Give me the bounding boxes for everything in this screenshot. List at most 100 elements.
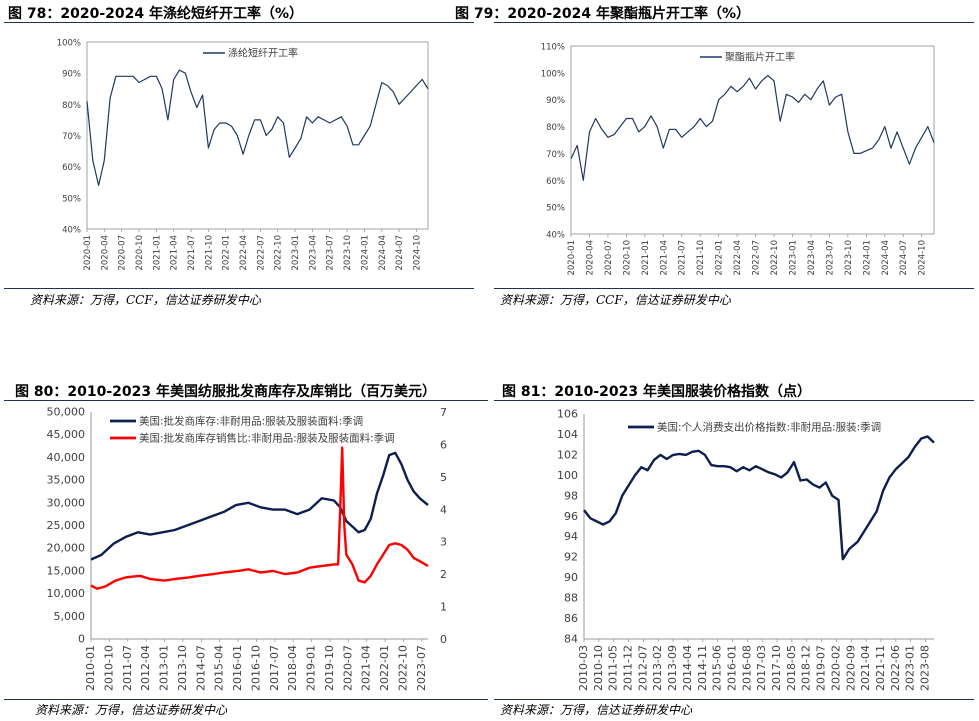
fig80-xtick-label: 2013-10	[176, 645, 189, 691]
fig79-xtick-label: 2024-10	[918, 240, 928, 276]
fig80-y2tick-label: 6	[440, 438, 447, 451]
fig81-xtick-label: 2020-02	[829, 645, 842, 691]
fig81-ytick-label: 88	[564, 592, 578, 605]
fig80-xtick-label: 2019-01	[305, 645, 318, 691]
fig80-xtick-label: 2016-10	[249, 645, 262, 691]
fig81-series-line-0	[583, 435, 935, 561]
fig80-xtick-label: 2011-07	[121, 645, 134, 691]
fig79-xtick-label: 2022-10	[770, 240, 780, 276]
fig79-xtick-label: 2023-04	[807, 240, 817, 276]
fig79-title: 图 79：2020-2024 年聚酯瓶片开工率（%）	[455, 6, 750, 22]
fig80-series-line-0	[90, 451, 429, 561]
fig81-plot: 84 86 88 90 92 94 96 98 100 102 104 106 2010-03 2010-…	[557, 408, 935, 691]
fig81-title-rule	[494, 400, 974, 401]
fig78-xtick-label: 2023-10	[343, 235, 353, 271]
fig81-xtick-label: 2018-12	[800, 645, 813, 691]
fig79-xtick-label: 2021-01	[641, 240, 651, 276]
fig79-ytick-label: 110%	[541, 43, 565, 53]
fig78-xtick-label: 2021-07	[187, 235, 197, 271]
fig79-title-rule	[494, 22, 974, 23]
fig81-source-rule	[494, 699, 974, 700]
fig78-ytick-label: 60%	[62, 163, 81, 173]
fig78-source-rule	[4, 288, 474, 289]
fig80-ytick-label: 0	[78, 633, 85, 646]
fig79-source-rule	[494, 288, 974, 289]
fig81-xtick-label: 2013-02	[651, 645, 664, 691]
fig79-series-line-0	[570, 74, 935, 181]
fig78-ytick-label: 100%	[57, 39, 81, 49]
fig80-ytick-label: 20,000	[47, 542, 86, 555]
fig78-xtick-label: 2024-01	[360, 235, 370, 271]
fig80-xtick-label: 2012-04	[139, 645, 152, 691]
fig80-xtick-label: 2018-04	[286, 645, 299, 691]
fig78-xtick-label: 2024-07	[395, 235, 405, 271]
fig81-xtick-label: 2016-08	[740, 645, 753, 691]
fig81-ytick-label: 104	[557, 428, 578, 441]
fig81-xtick-label: 2011-12	[622, 645, 635, 691]
fig78-legend-label-0: 涤纶短纤开工率	[228, 47, 298, 60]
fig81-ytick-label: 84	[564, 633, 578, 646]
fig78-xtick-label: 2020-07	[118, 235, 128, 271]
fig79-plot-frame	[570, 45, 935, 235]
fig78-title: 图 78：2020-2024 年涤纶短纤开工率（%）	[8, 6, 303, 22]
fig81-ytick-label: 86	[564, 612, 578, 625]
fig81-legend-label-0: 美国:个人消费支出价格指数:非耐用品:服装:季调	[657, 421, 881, 434]
fig80-xtick-label: 2023-07	[415, 645, 428, 691]
fig79-ytick-label: 100%	[541, 69, 565, 79]
fig79-xtick-label: 2023-10	[844, 240, 854, 276]
fig78-ytick-label: 70%	[62, 132, 81, 142]
fig78-xtick-label: 2024-04	[378, 235, 388, 271]
fig79-xtick-label: 2020-07	[604, 240, 614, 276]
fig78-xtick-label: 2021-04	[170, 235, 180, 271]
fig80-y2tick-label: 7	[440, 406, 447, 419]
fig81-ytick-label: 102	[557, 448, 578, 461]
fig78-ytick-label: 80%	[62, 101, 81, 111]
fig80-legend-label-0: 美国:批发商库存:非耐用品:服装及服装面料:季调	[139, 415, 363, 428]
fig78-plot-frame	[86, 41, 429, 230]
fig81-xtick-label: 2019-07	[815, 645, 828, 691]
fig81-xtick-label: 2020-09	[844, 645, 857, 691]
fig80-source-rule	[4, 699, 488, 700]
fig81-xtick-label: 2014-11	[696, 645, 709, 691]
fig79-xtick-label: 2024-04	[881, 240, 891, 276]
fig78-xtick-label: 2024-10	[412, 235, 422, 271]
fig79-ytick-label: 90%	[546, 96, 565, 106]
fig80-xtick-label: 2017-07	[268, 645, 281, 691]
fig81-xtick-label: 2018-05	[785, 645, 798, 691]
fig78-xtick-label: 2023-07	[326, 235, 336, 271]
fig79-xtick-label: 2021-10	[696, 240, 706, 276]
fig79-xtick-label: 2020-01	[567, 240, 577, 276]
fig80-xtick-label: 2016-01	[231, 645, 244, 691]
fig80-xtick-label: 2013-01	[158, 645, 171, 691]
fig80-xtick-label: 2021-04	[360, 645, 373, 691]
fig80-legend-label-1: 美国:批发商库存销售比:非耐用品:服装及服装面料:季调	[139, 432, 395, 445]
fig81-xtick-label: 2013-09	[666, 645, 679, 691]
fig79-plot: 40% 50% 60% 70% 80% 90% 100% 110% 2020-01 2020-04…	[541, 43, 935, 276]
fig80-xtick-label: 2020-07	[341, 645, 354, 691]
fig80-y2tick-label: 5	[440, 471, 447, 484]
fig81-ytick-label: 96	[564, 510, 578, 523]
fig80-title: 图 80：2010-2023 年美国纺服批发商库存及库销比（百万美元）	[15, 384, 436, 400]
fig81-xtick-label: 2021-04	[859, 645, 872, 691]
fig78-ytick-label: 40%	[62, 226, 81, 236]
fig78-xtick-label: 2023-01	[291, 235, 301, 271]
fig81-xtick-label: 2010-03	[577, 645, 590, 691]
fig78-ytick-label: 90%	[62, 70, 81, 80]
fig78-ytick-label: 50%	[62, 194, 81, 204]
fig81-xtick-label: 2011-05	[607, 645, 620, 691]
fig80-ytick-label: 35,000	[47, 474, 86, 487]
fig81-ytick-label: 100	[557, 469, 578, 482]
fig78-title-rule	[4, 22, 474, 23]
fig79-xtick-label: 2021-04	[659, 240, 669, 276]
fig79-legend-label-0: 聚酯瓶片开工率	[725, 51, 795, 64]
fig81-xtick-label: 2014-04	[681, 645, 694, 691]
fig80-ytick-label: 5,000	[54, 610, 86, 623]
fig80-source: 资料来源：万得，信达证券研发中心	[35, 703, 228, 717]
fig81-xtick-label: 2022-06	[889, 645, 902, 691]
fig79-ytick-label: 50%	[546, 204, 565, 214]
fig80-xtick-label: 2015-04	[213, 645, 226, 691]
fig79-xtick-label: 2020-04	[585, 240, 595, 276]
